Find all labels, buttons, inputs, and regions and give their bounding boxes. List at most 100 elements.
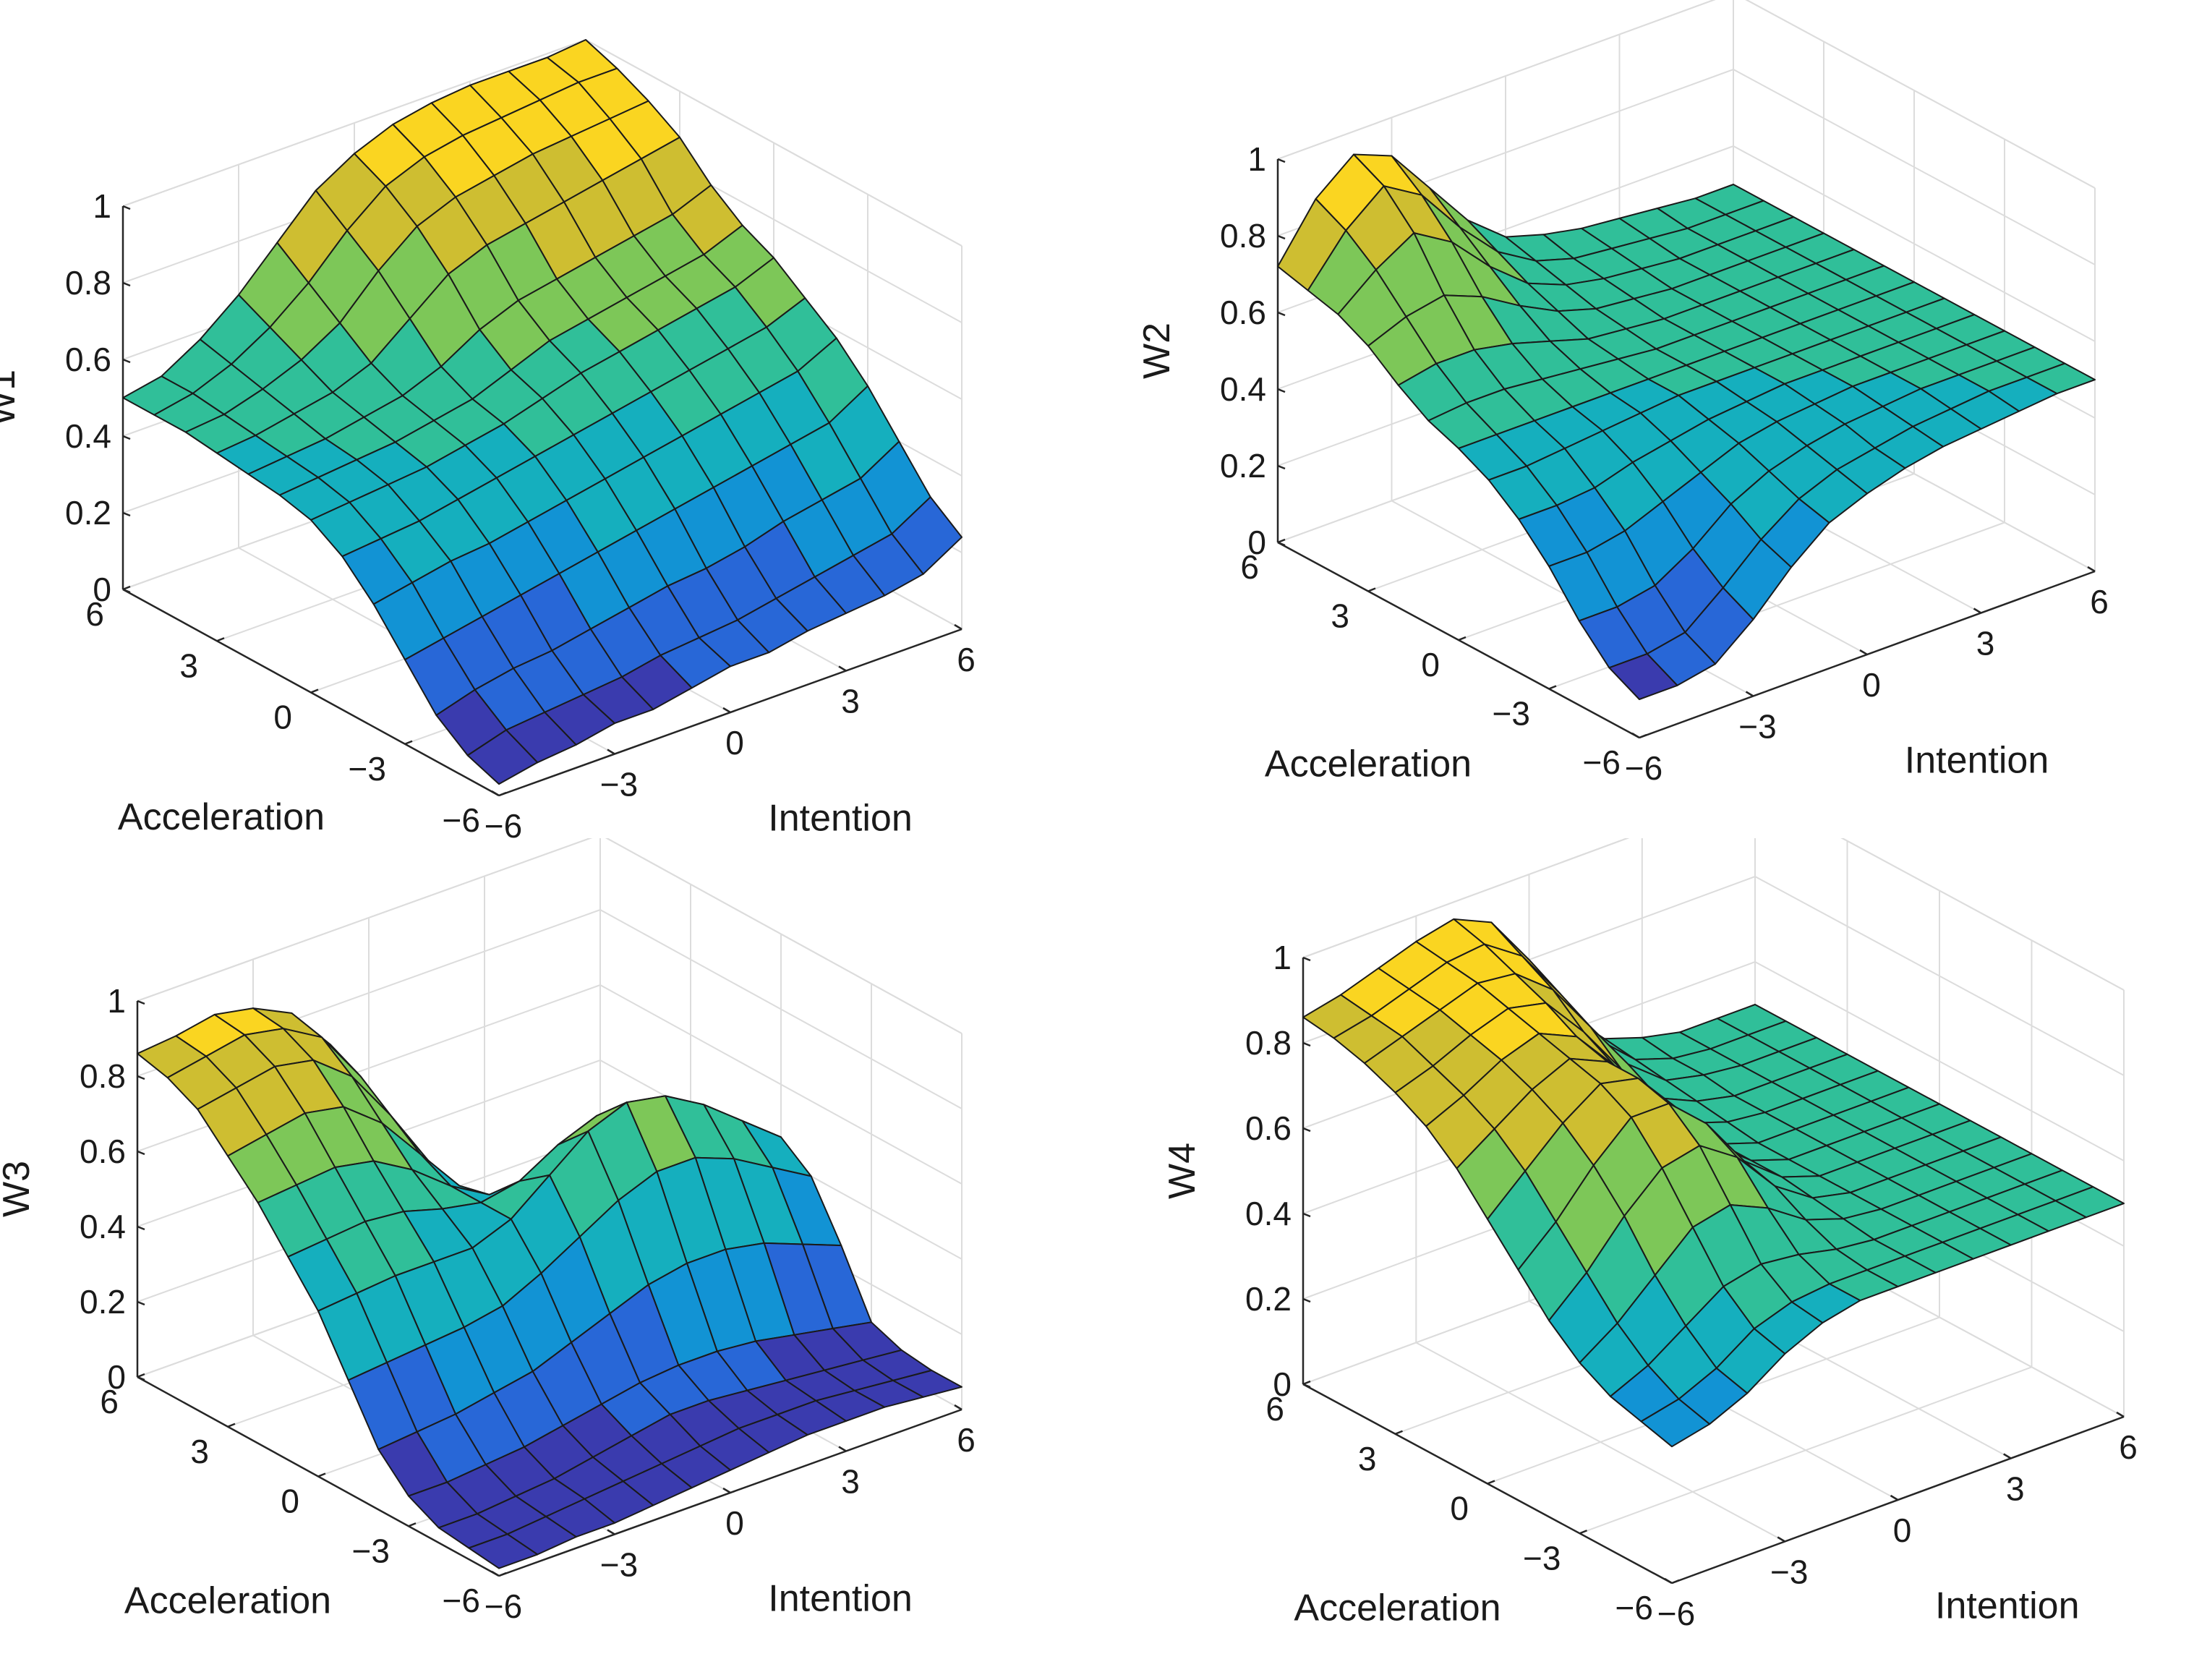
z-tick-mark	[122, 205, 131, 210]
y-tick-mark	[1458, 636, 1467, 641]
surface-patch	[1608, 653, 1678, 700]
x-tick-label: 0	[725, 1504, 744, 1542]
w2-surface-plot: 0 0.2 0.4 0.6 0.8 1 −6 −3 0 3 6 6 3 0 −3 −6 Intention Acc…	[1097, 0, 2194, 838]
z-tick-label: 0.6	[1245, 1109, 1292, 1147]
z-tick-mark	[122, 281, 131, 287]
w4-surface-plot: 0 0.2 0.4 0.6 0.8 1 −6 −3 0 3 6 6 3 0 −3 −6 Intention Acc…	[1097, 790, 2194, 1676]
w3-surface-plot: 0 0.2 0.4 0.6 0.8 1 −6 −3 0 3 6 6 3 0 −3 −6 Intention Acc…	[0, 833, 1097, 1676]
z-tick-label: 0.6	[65, 341, 111, 378]
z-tick-label: 0	[1273, 1365, 1292, 1403]
box-edge	[137, 834, 601, 1002]
x-tick-label: −3	[600, 766, 638, 803]
x-tick-label: 6	[2090, 583, 2109, 621]
y-tick-label: 6	[85, 595, 104, 633]
axis-labels: Intention Acceleration W2	[1136, 323, 2049, 785]
y-tick-label: −3	[349, 750, 386, 788]
z-tick-label: 0	[1247, 524, 1266, 561]
y-tick-mark	[1395, 1430, 1403, 1435]
y-grid-line	[1487, 890, 1940, 1485]
x-tick-label: 0	[1893, 1511, 1912, 1549]
tick-labels: 0 0.2 0.4 0.6 0.8 1 −6 −3 0 3 6 6 3 0 −3 −6	[65, 187, 976, 845]
box-edge	[585, 39, 962, 247]
y-tick-label: 3	[1358, 1440, 1377, 1478]
x-tick-mark	[491, 1570, 500, 1577]
z-tick-mark	[137, 1075, 145, 1080]
x-tick-label: 3	[2006, 1470, 2025, 1508]
y-tick-label: 3	[179, 647, 198, 684]
w2-surface-svg: 0 0.2 0.4 0.6 0.8 1 −6 −3 0 3 6 6 3 0 −3 −6 Intention Acc…	[1136, 0, 2109, 787]
y-tick-mark	[1487, 1480, 1495, 1485]
z-tick-mark	[1302, 1041, 1311, 1047]
y-tick-mark	[317, 1472, 326, 1478]
z-tick-label: 0.2	[65, 494, 111, 532]
y-axis-label: Acceleration	[118, 796, 325, 838]
x-tick-label: 6	[957, 1421, 976, 1459]
x-tick-mark	[607, 749, 615, 755]
z-tick-mark	[137, 1150, 145, 1156]
y-tick-label: −6	[1583, 743, 1621, 781]
y-tick-mark	[1671, 1579, 1680, 1585]
z-tick-label: 0.6	[80, 1133, 126, 1170]
z-tick-label: 1	[1247, 140, 1266, 178]
x-tick-mark	[1631, 732, 1640, 739]
x-tick-label: −3	[1738, 708, 1776, 746]
axis-labels: Intention Acceleration W4	[1161, 1143, 2080, 1629]
x-tick-mark	[491, 790, 500, 797]
z-tick-mark	[1302, 1127, 1311, 1133]
box-edge	[599, 834, 962, 1034]
z-axis-label: W2	[1136, 323, 1178, 379]
x-tick-mark	[954, 1404, 962, 1411]
x-tick-mark	[838, 665, 847, 672]
z-tick-label: 0	[107, 1358, 126, 1396]
y-tick-label: −6	[1615, 1589, 1653, 1626]
y-tick-label: −6	[443, 801, 480, 838]
z-tick-mark	[1277, 388, 1286, 393]
y-tick-label: −3	[352, 1532, 390, 1569]
y-tick-mark	[122, 585, 131, 591]
z-tick-label: 0.2	[1245, 1280, 1292, 1318]
y-tick-label: −6	[443, 1582, 480, 1619]
x-tick-label: 3	[841, 1463, 860, 1501]
y-tick-label: 3	[190, 1433, 209, 1470]
y-tick-label: 0	[1421, 646, 1440, 683]
x-tick-label: 6	[2119, 1428, 2138, 1466]
z-axis-label: W4	[1161, 1143, 1203, 1199]
x-tick-mark	[1745, 691, 1754, 697]
z-tick-mark	[1302, 1212, 1311, 1218]
x-tick-mark	[2003, 1453, 2012, 1459]
x-tick-mark	[607, 1529, 615, 1535]
y-axis-label: Acceleration	[1294, 1587, 1501, 1629]
z-tick-label: 1	[93, 187, 111, 225]
y-tick-mark	[404, 740, 413, 745]
z-tick-label: 0.8	[80, 1057, 126, 1095]
y-axis-label: Acceleration	[1265, 743, 1472, 785]
z-axis-label: W3	[0, 1161, 38, 1217]
z-axis-label: W1	[0, 370, 23, 426]
y-tick-mark	[216, 637, 225, 642]
z-tick-mark	[122, 435, 131, 440]
y-tick-mark	[227, 1423, 236, 1428]
w3-surface-svg: 0 0.2 0.4 0.6 0.8 1 −6 −3 0 3 6 6 3 0 −3 −6 Intention Acc…	[0, 833, 976, 1625]
surface	[137, 1007, 962, 1569]
box-edge	[1277, 0, 1716, 160]
y-tick-mark	[310, 688, 319, 694]
x-axis-label: Intention	[768, 798, 913, 839]
z-tick-label: 0.6	[1220, 294, 1266, 331]
z-grid-line	[137, 833, 962, 1034]
y-tick-mark	[137, 1373, 145, 1378]
x-tick-label: 3	[1976, 625, 1995, 662]
surface	[122, 39, 962, 785]
z-tick-mark	[137, 1225, 145, 1231]
y-tick-label: 0	[1450, 1490, 1469, 1527]
z-tick-label: 0.4	[1245, 1195, 1292, 1232]
x-tick-mark	[954, 623, 962, 631]
w1-surface-plot: 0 0.2 0.4 0.6 0.8 1 −6 −3 0 3 6 6 3 0 −3 −6 Intention Acc…	[0, 0, 1097, 845]
x-tick-label: −6	[1657, 1595, 1695, 1632]
y-tick-mark	[408, 1522, 417, 1527]
axis-labels: Intention Acceleration W1	[0, 370, 913, 840]
y-tick-mark	[498, 1572, 507, 1577]
y-tick-label: 0	[281, 1483, 299, 1520]
z-tick-mark	[1277, 311, 1286, 317]
x-axis-label: Intention	[768, 1578, 913, 1620]
x-tick-label: 0	[1862, 666, 1881, 704]
